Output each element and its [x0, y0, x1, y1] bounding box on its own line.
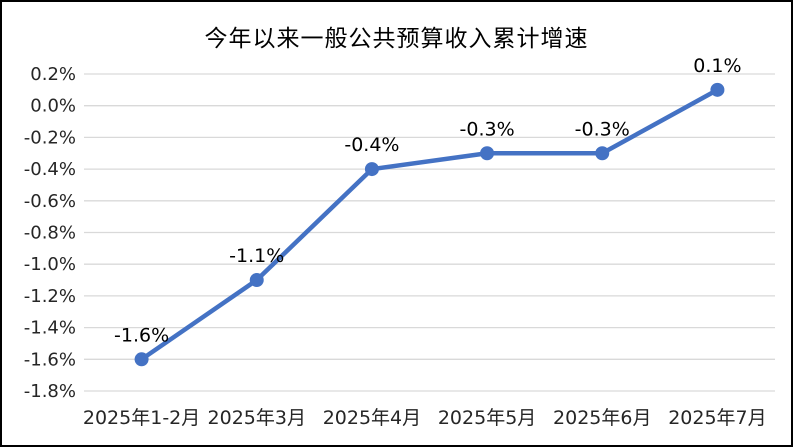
x-axis-tick-label: 2025年4月: [323, 407, 421, 429]
data-point-marker: [364, 162, 379, 177]
y-axis-tick-label: -1.8%: [24, 381, 76, 402]
data-point-label: 0.1%: [693, 55, 741, 77]
chart-title: 今年以来一般公共预算收入累计增速: [204, 26, 589, 52]
data-point-label: -0.3%: [575, 118, 630, 140]
data-line: [139, 87, 720, 362]
y-axis-tick-label: 0.2%: [30, 64, 76, 85]
x-axis-tick-label: 2025年1-2月: [83, 407, 200, 429]
data-point-label: -1.1%: [229, 245, 284, 267]
y-axis-tick-label: -1.0%: [24, 254, 76, 275]
data-point-marker: [710, 82, 725, 97]
x-axis-tick-label: 2025年7月: [668, 407, 766, 429]
data-point-label: -0.3%: [460, 118, 515, 140]
x-axis-tick-label: 2025年6月: [553, 407, 651, 429]
y-axis-tick-label: 0.0%: [30, 96, 76, 117]
y-axis-tick-label: -1.4%: [24, 318, 76, 339]
data-point-marker: [595, 146, 610, 161]
data-point-label: -1.6%: [114, 324, 169, 346]
y-axis-tick-label: -0.2%: [24, 127, 76, 148]
y-axis-tick-label: -0.8%: [24, 223, 76, 244]
y-axis-tick-label: -1.2%: [24, 286, 76, 307]
y-axis-tick-label: -0.4%: [24, 159, 76, 180]
y-axis-tick-label: -1.6%: [24, 349, 76, 370]
x-axis-tick-label: 2025年5月: [438, 407, 536, 429]
y-axis-tick-label: -0.6%: [24, 191, 76, 212]
data-point-label: -0.4%: [344, 134, 399, 156]
x-axis-tick-label: 2025年3月: [208, 407, 306, 429]
data-point-marker: [249, 273, 264, 288]
data-point-marker: [480, 146, 495, 161]
data-point-marker: [134, 352, 149, 367]
